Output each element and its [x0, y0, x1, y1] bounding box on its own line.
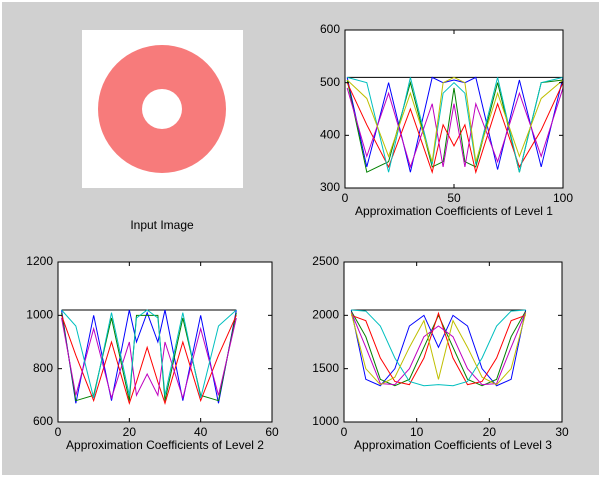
y-tick-label: 300	[320, 180, 340, 194]
y-tick-label: 600	[320, 22, 340, 36]
page: Input Image 050100300400500600Approximat…	[0, 0, 601, 477]
y-tick-label: 1000	[26, 308, 53, 322]
plot-area	[344, 262, 562, 422]
y-tick-label: 2000	[312, 308, 339, 322]
x-tick-label: 30	[555, 425, 569, 439]
y-tick-label: 600	[33, 414, 53, 428]
x-axis-label: Approximation Coefficients of Level 1	[355, 204, 553, 218]
image-caption: Input Image	[130, 218, 194, 232]
y-tick-label: 1000	[312, 414, 339, 428]
x-axis-label: Approximation Coefficients of Level 2	[66, 438, 264, 452]
plot-area	[345, 30, 563, 188]
x-tick-label: 0	[341, 425, 348, 439]
x-tick-label: 20	[483, 425, 497, 439]
y-tick-label: 1200	[26, 254, 53, 268]
x-tick-label: 50	[447, 191, 461, 205]
x-tick-label: 100	[553, 191, 573, 205]
x-tick-label: 40	[194, 425, 208, 439]
x-tick-label: 0	[342, 191, 349, 205]
x-tick-label: 60	[265, 425, 279, 439]
x-tick-label: 0	[55, 425, 62, 439]
input-image	[82, 30, 243, 188]
y-tick-label: 400	[320, 128, 340, 142]
y-tick-label: 500	[320, 75, 340, 89]
y-tick-label: 1500	[312, 361, 339, 375]
y-tick-label: 2500	[312, 254, 339, 268]
y-tick-label: 800	[33, 361, 53, 375]
x-tick-label: 10	[410, 425, 424, 439]
disc-hole	[142, 89, 182, 129]
x-tick-label: 20	[123, 425, 137, 439]
x-axis-label: Approximation Coefficients of Level 3	[354, 438, 552, 452]
figure: Input Image 050100300400500600Approximat…	[0, 0, 601, 477]
